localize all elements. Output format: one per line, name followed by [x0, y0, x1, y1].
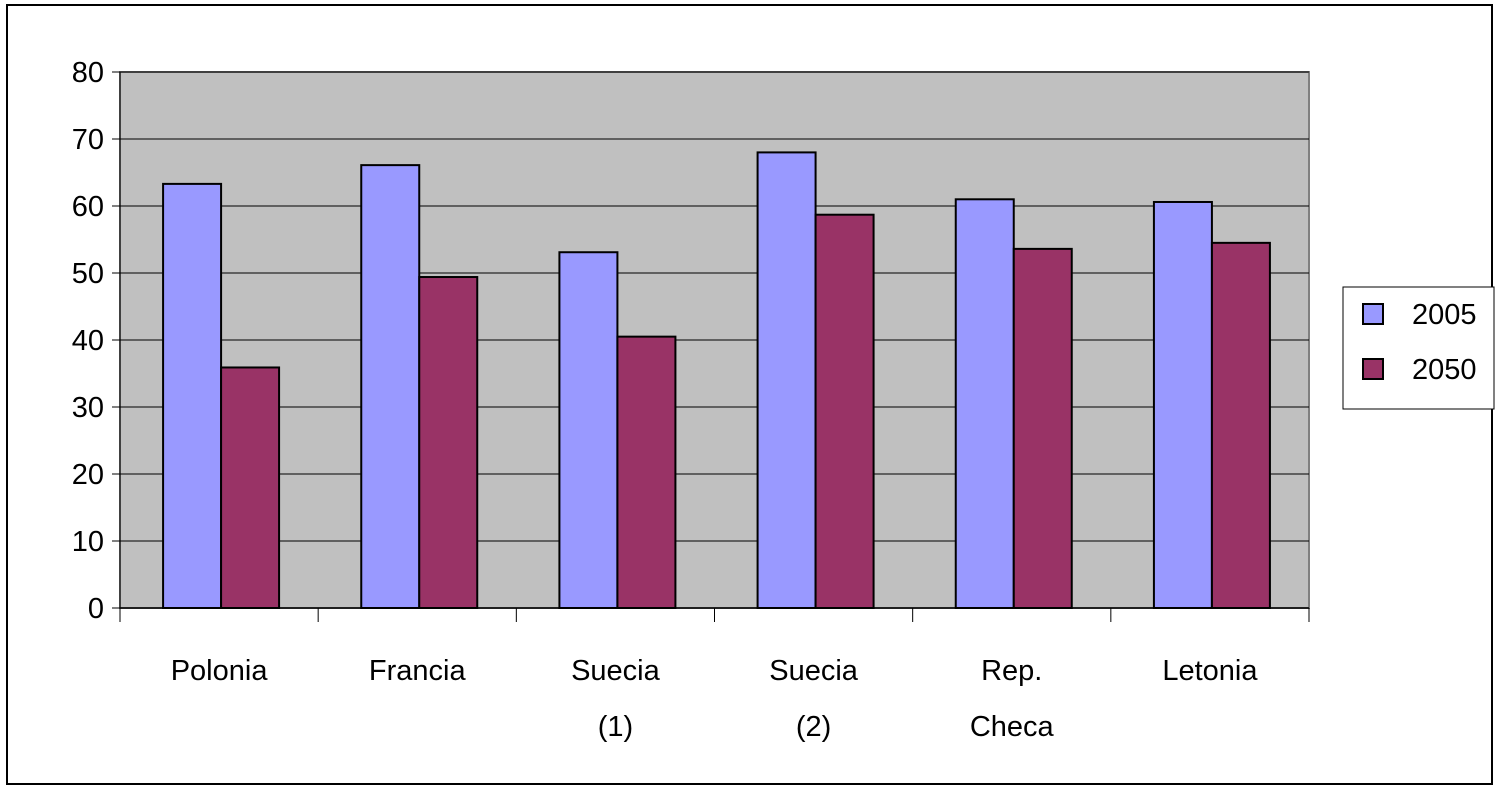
bar-2050-4 [1012, 247, 1073, 609]
x-tick-label: Suecia [769, 655, 859, 687]
x-tick-label: Polonia [171, 655, 269, 687]
legend-label-2050: 2050 [1412, 354, 1477, 386]
bar-2005-5 [1152, 200, 1213, 609]
x-tick-label: Suecia [571, 655, 661, 687]
y-tick-label: 40 [72, 325, 104, 357]
x-tick-label: Checa [970, 711, 1055, 743]
legend-swatch-2005 [1362, 303, 1384, 325]
bar-2005-1 [360, 164, 421, 609]
bar-2005-2 [558, 251, 619, 609]
y-tick-label: 30 [72, 392, 104, 424]
y-tick-label: 10 [72, 526, 104, 558]
legend: 2005 2050 [1342, 286, 1495, 410]
bar-2005-0 [162, 182, 223, 609]
y-tick-label: 70 [72, 124, 104, 156]
bar-2050-2 [616, 335, 677, 609]
x-tick-label: (1) [598, 711, 633, 743]
y-tick-label: 80 [72, 57, 104, 89]
legend-swatch-2050 [1362, 358, 1384, 380]
y-tick-label: 60 [72, 191, 104, 223]
bar-2050-0 [220, 366, 281, 609]
x-tick-label: Letonia [1162, 655, 1258, 687]
bar-2005-4 [954, 198, 1015, 610]
bar-2050-3 [814, 213, 875, 610]
bar-2050-1 [418, 276, 479, 609]
y-tick-label: 50 [72, 258, 104, 290]
x-tick-label: Francia [369, 655, 467, 687]
bar-2050-5 [1210, 241, 1271, 609]
bars [162, 151, 1271, 610]
x-tick-label: (2) [796, 711, 831, 743]
y-tick-label: 20 [72, 459, 104, 491]
x-tick-label: Rep. [981, 655, 1042, 687]
legend-label-2005: 2005 [1412, 299, 1477, 331]
bar-2005-3 [756, 151, 817, 609]
plot-area [119, 71, 1310, 609]
axes: 0 10 20 30 40 50 60 70 80 Polonia Francia Suecia (1)… [72, 57, 1310, 743]
y-tick-label: 0 [88, 593, 104, 625]
